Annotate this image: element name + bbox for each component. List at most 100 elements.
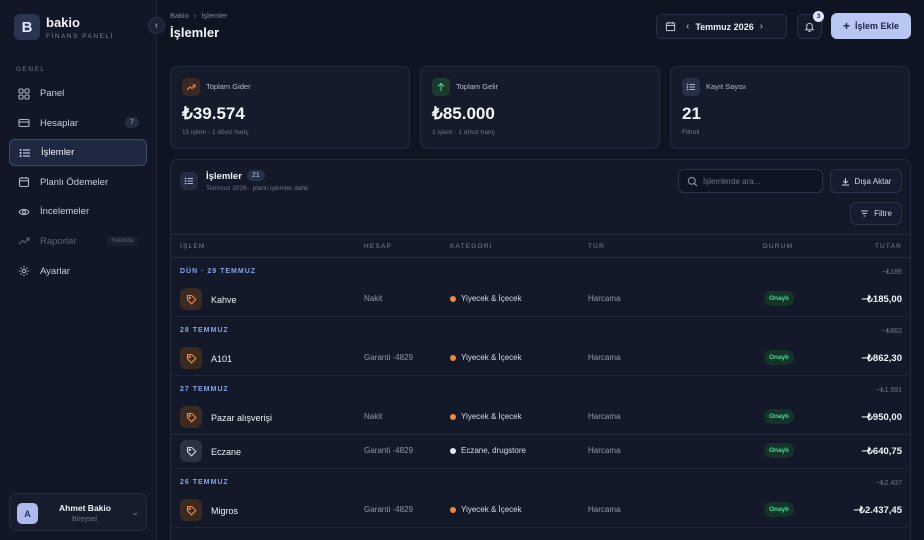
category-dot	[450, 413, 456, 420]
card-icon	[18, 119, 30, 128]
transaction-type: Harcama	[588, 505, 621, 514]
sidebar-item-planli-odemeler[interactable]: Planlı Ödemeler	[9, 169, 147, 196]
category-label: Yiyecek & İçecek	[461, 505, 522, 514]
status-badge: Onaylı	[764, 350, 794, 365]
previous-month-button[interactable]: ‹	[686, 21, 690, 32]
stat-value: ₺39.574	[182, 104, 245, 123]
filter-label: Filtre	[874, 209, 892, 218]
group-total: −₺862	[881, 328, 902, 335]
transactions-panel: İşlemler 21 Temmuz 2026 · planlı işlemle…	[170, 159, 911, 540]
transaction-amount: −₺862,30	[861, 353, 902, 364]
column-header-transaction[interactable]: İŞLEM	[180, 243, 206, 250]
column-header-amount[interactable]: TUTAR	[874, 243, 902, 250]
avatar: A	[17, 503, 38, 524]
brand-subtitle: FİNANS PANELİ	[46, 33, 114, 40]
status-badge: Onaylı	[764, 443, 794, 458]
transaction-amount: −₺640,75	[861, 446, 902, 457]
trend-up-icon	[182, 78, 200, 96]
group-date: 27 TEMMUZ	[180, 386, 229, 393]
stat-subtext: 1 işlem · 1 döviz hariç	[432, 129, 495, 136]
sidebar-item-panel[interactable]: Panel	[9, 80, 147, 107]
transaction-category: Yiyecek & İçecek	[450, 353, 522, 362]
search-icon	[687, 176, 698, 187]
column-header-type[interactable]: TÜR	[588, 243, 605, 250]
user-name: Ahmet Bakio	[59, 503, 111, 513]
sidebar-item-label: Planlı Ödemeler	[40, 176, 109, 188]
arrow-up-icon	[432, 78, 450, 96]
sidebar-item-label: Hesaplar	[40, 117, 79, 129]
table-row[interactable]: Eczane Garanti ·4829 Eczane, drugstore Harc…	[171, 435, 910, 469]
column-header-account[interactable]: HESAP	[364, 243, 393, 250]
sidebar-nav: Panel Hesaplar 7 İşlemler Planlı Ödemele…	[9, 80, 147, 287]
list-icon	[682, 78, 700, 96]
count-badge: 7	[125, 116, 139, 128]
transaction-type: Harcama	[588, 294, 621, 303]
date-group-header: 27 TEMMUZ −₺1.591	[171, 376, 910, 401]
export-button[interactable]: Dışa Aktar	[830, 169, 902, 193]
user-menu[interactable]: A Ahmet Bakio Bireysel ⌄	[9, 493, 147, 531]
month-picker[interactable]: ‹ Temmuz 2026 ›	[656, 14, 787, 39]
brand-name: bakio	[46, 15, 80, 30]
transaction-amount: −₺950,00	[861, 412, 902, 423]
stat-card-expense: Toplam Gider ₺39.574 15 işlem · 1 döviz …	[170, 66, 410, 149]
bell-icon	[804, 22, 815, 32]
tag-icon	[180, 406, 202, 428]
stat-value: ₺85.000	[432, 104, 495, 123]
stat-subtext: Filtreli	[682, 129, 700, 136]
transaction-account: Garanti ·4829	[364, 446, 413, 455]
sidebar-item-label: Raporlar	[40, 235, 77, 247]
group-total: −₺185	[881, 269, 902, 276]
plus-icon: +	[842, 19, 850, 33]
category-dot	[450, 354, 456, 361]
nav-section-label: GENEL	[16, 66, 46, 73]
search-input[interactable]	[703, 174, 818, 189]
gear-icon	[19, 266, 29, 277]
table-row[interactable]: Migros Garanti ·4829 Yiyecek & İçecek Harca…	[171, 494, 910, 528]
column-header-status[interactable]: DURUM	[763, 243, 794, 250]
tag-icon	[180, 440, 202, 462]
list-icon	[180, 172, 198, 190]
collapse-sidebar-button[interactable]: ‹	[148, 17, 165, 34]
column-header-category[interactable]: KATEGORİ	[450, 243, 493, 250]
transaction-type: Harcama	[588, 412, 621, 421]
sidebar-item-incelemeler[interactable]: İncelemeler	[9, 198, 147, 225]
download-icon	[841, 177, 849, 185]
next-month-button[interactable]: ›	[759, 21, 764, 32]
add-transaction-button[interactable]: + İşlem Ekle	[831, 13, 911, 39]
sidebar-item-label: İşlemler	[41, 147, 75, 159]
tag-icon	[180, 288, 202, 310]
add-transaction-label: İşlem Ekle	[854, 21, 900, 31]
category-label: Yiyecek & İçecek	[461, 294, 522, 303]
filter-button[interactable]: Filtre	[850, 202, 902, 225]
user-role: Bireysel	[72, 516, 97, 523]
page-title: İşlemler	[170, 25, 220, 40]
transaction-name: Kahve	[211, 295, 237, 305]
current-month: Temmuz 2026	[695, 21, 754, 32]
stat-card-income: Toplam Gelir ₺85.000 1 işlem · 1 döviz h…	[420, 66, 660, 149]
table-row[interactable]: Kahve Nakit Yiyecek & İçecek Harcama Onaylı −…	[171, 283, 910, 317]
stat-label: Toplam Gelir	[456, 82, 499, 91]
tag-icon	[180, 499, 202, 521]
table-row[interactable]: A101 Garanti ·4829 Yiyecek & İçecek Harcama…	[171, 342, 910, 376]
transaction-account: Nakit	[364, 294, 383, 303]
grid-icon	[18, 87, 30, 100]
brand-logo[interactable]: B	[14, 14, 40, 40]
panel-subtitle: Temmuz 2026 · planlı işlemler dahil	[206, 185, 308, 192]
table-row[interactable]: Pazar alışverişi Nakit Yiyecek & İçecek Har…	[171, 401, 910, 435]
status-badge: Onaylı	[764, 502, 794, 517]
sidebar-item-label: Panel	[40, 88, 65, 99]
date-group-header: 26 TEMMUZ −₺2.437	[171, 469, 910, 494]
export-label: Dışa Aktar	[854, 176, 892, 186]
breadcrumb-root[interactable]: Bakio	[170, 11, 189, 20]
stat-label: Kayıt Sayısı	[706, 82, 747, 91]
date-group-header: DÜN · 29 TEMMUZ −₺185	[171, 258, 910, 283]
transaction-account: Garanti ·4829	[364, 505, 413, 514]
sidebar-item-islemler[interactable]: İşlemler	[9, 139, 147, 167]
filter-icon	[861, 210, 869, 217]
transaction-name: Eczane	[211, 447, 242, 457]
sidebar-item-ayarlar[interactable]: Ayarlar	[9, 258, 147, 285]
trend-icon	[18, 237, 30, 245]
transaction-category: Yiyecek & İçecek	[450, 294, 522, 303]
transaction-name: Pazar alışverişi	[211, 413, 273, 423]
sidebar-item-hesaplar[interactable]: Hesaplar 7	[9, 110, 147, 137]
